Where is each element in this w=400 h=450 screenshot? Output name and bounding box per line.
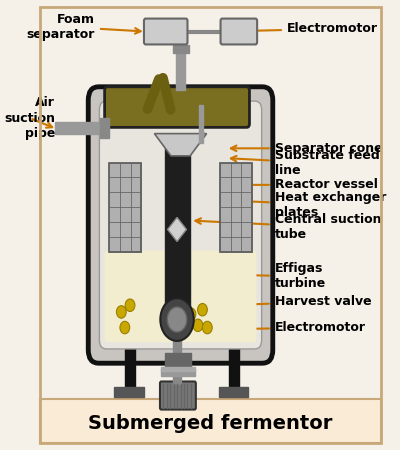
Circle shape (198, 303, 207, 316)
Text: Separator cone: Separator cone (231, 142, 382, 155)
Polygon shape (168, 217, 186, 242)
FancyBboxPatch shape (105, 87, 250, 127)
Circle shape (125, 299, 135, 311)
Bar (161, 367, 195, 371)
Bar (161, 369, 195, 376)
Bar (100, 118, 109, 138)
FancyBboxPatch shape (144, 18, 188, 45)
Bar (172, 45, 188, 54)
FancyBboxPatch shape (88, 87, 273, 363)
Circle shape (193, 319, 203, 332)
Text: Heat exchanger
plates: Heat exchanger plates (232, 191, 386, 219)
Circle shape (116, 306, 126, 318)
Bar (199, 104, 204, 143)
Bar (220, 162, 252, 252)
Text: Electromotor: Electromotor (228, 22, 378, 36)
Bar (55, 122, 104, 134)
Circle shape (160, 298, 194, 341)
Polygon shape (154, 134, 207, 156)
FancyBboxPatch shape (105, 251, 256, 342)
FancyBboxPatch shape (160, 382, 196, 410)
Circle shape (120, 321, 130, 334)
Bar (219, 387, 248, 396)
Text: Foam
separator: Foam separator (27, 13, 141, 40)
FancyBboxPatch shape (220, 18, 257, 45)
Bar (114, 387, 144, 396)
Text: Harvest valve: Harvest valve (232, 295, 371, 308)
Bar (40, 399, 381, 443)
Text: Central suction
tube: Central suction tube (195, 213, 381, 241)
Bar (125, 314, 134, 390)
Bar (164, 147, 190, 325)
Text: Substrate feed
line: Substrate feed line (231, 149, 379, 177)
Bar (173, 337, 181, 352)
Text: Effigas
turbine: Effigas turbine (198, 262, 326, 290)
Circle shape (167, 307, 187, 332)
Circle shape (186, 308, 196, 320)
Bar (109, 162, 141, 252)
Text: Air
suction
pipe: Air suction pipe (4, 96, 55, 140)
Circle shape (202, 321, 212, 334)
Bar (229, 314, 239, 390)
Bar (165, 353, 191, 370)
Text: Reactor vessel: Reactor vessel (232, 178, 377, 191)
Text: Electromotor: Electromotor (205, 321, 366, 334)
Bar (173, 370, 181, 384)
Bar (176, 27, 185, 90)
Text: Submerged fermentor: Submerged fermentor (88, 414, 332, 433)
FancyBboxPatch shape (99, 101, 262, 349)
